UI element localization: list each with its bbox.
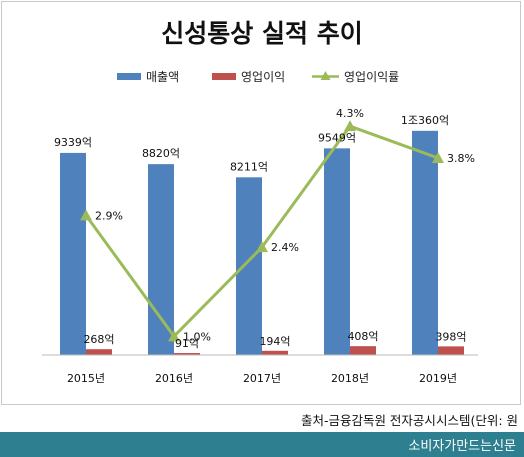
sales-bar: [412, 130, 438, 355]
legend-label-sales: 매출액: [146, 70, 179, 84]
data-label-layer: 9339억 268억 8820억 91억 8211억 194억 9549억 408억 1조360…: [54, 107, 475, 350]
operating-margin-label: 3.8%: [447, 152, 475, 165]
sales-label: 9339억: [54, 136, 92, 149]
operating-margin-point: [80, 209, 92, 221]
operating-profit-label: 268억: [83, 333, 114, 346]
sales-label: 8820억: [142, 147, 180, 160]
operating-profit-bar: [174, 353, 200, 355]
chart-title: 신성통상 실적 추이: [161, 19, 362, 48]
legend-swatch-operating-profit: [212, 73, 236, 80]
footer-bar: 소비자가만드는신문: [0, 432, 524, 457]
sales-bar: [324, 148, 350, 355]
operating-profit-bar: [438, 346, 464, 355]
operating-profit-label: 398억: [435, 330, 466, 343]
operating-profit-bar: [262, 350, 288, 355]
operating-margin-point: [344, 120, 356, 132]
operating-profit-label: 91억: [175, 337, 199, 350]
legend: 매출액 영업이익 영업이익률: [117, 70, 399, 84]
operating-profit-bar: [86, 349, 112, 355]
bar-layer: [60, 130, 464, 355]
operating-profit-bar: [350, 346, 376, 355]
sales-label: 8211억: [230, 160, 268, 173]
sales-bar: [148, 164, 174, 355]
x-tick-label: 2019년: [419, 372, 457, 385]
operating-margin-label: 4.3%: [336, 107, 364, 120]
legend-swatch-sales: [117, 73, 141, 80]
x-tick-label: 2017년: [243, 372, 281, 385]
sales-bar: [60, 152, 86, 355]
operating-margin-label: 2.4%: [271, 241, 299, 254]
legend-label-operating-profit: 영업이익: [241, 70, 285, 84]
operating-profit-label: 194억: [259, 335, 290, 348]
operating-margin-point: [168, 330, 180, 342]
sales-label: 1조360억: [401, 114, 449, 127]
operating-profit-label: 408억: [347, 330, 378, 343]
legend-marker-margin: [320, 71, 331, 80]
margin-line-layer: [80, 120, 444, 342]
sales-label: 9549억: [318, 131, 356, 144]
x-axis-ticks: 2015년 2016년 2017년 2018년 2019년: [67, 372, 457, 385]
footer-brand: 소비자가만드는신문: [408, 439, 516, 454]
sales-bar: [236, 177, 262, 355]
x-tick-label: 2015년: [67, 372, 105, 385]
operating-margin-point: [256, 241, 268, 253]
source-note: 출처-금융감독원 전자공시시스템(단위: 원: [300, 413, 518, 428]
x-tick-label: 2018년: [331, 372, 369, 385]
x-tick-label: 2016년: [155, 372, 193, 385]
legend-label-margin: 영업이익률: [344, 70, 399, 84]
operating-margin-point: [432, 152, 444, 164]
operating-margin-label: 2.9%: [95, 209, 123, 222]
operating-margin-label: 1.0%: [183, 330, 211, 343]
